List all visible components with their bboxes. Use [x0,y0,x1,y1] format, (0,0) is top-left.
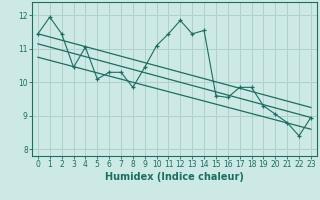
X-axis label: Humidex (Indice chaleur): Humidex (Indice chaleur) [105,172,244,182]
